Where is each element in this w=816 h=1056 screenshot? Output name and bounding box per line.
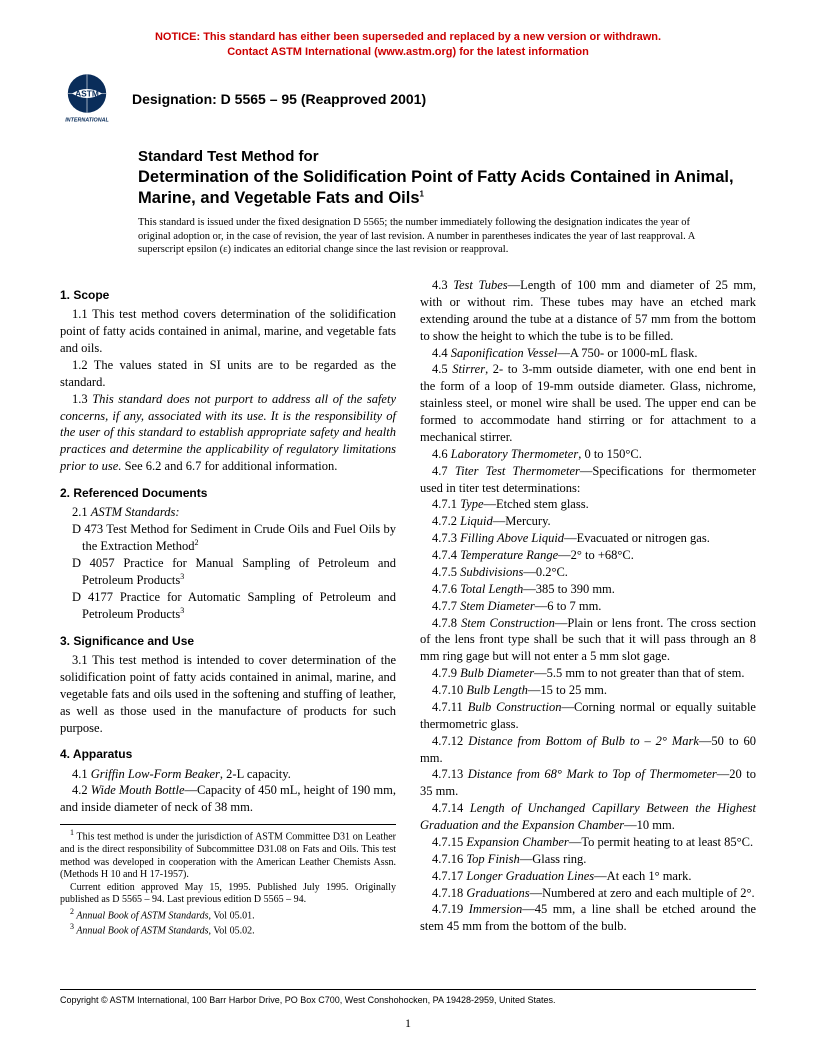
ref-d4177: D 4177 Practice for Automatic Sampling o…	[60, 589, 396, 623]
app-4-5: 4.5 Stirrer, 2- to 3-mm outside diameter…	[420, 361, 756, 445]
footnote-2: 2 Annual Book of ASTM Standards, Vol 05.…	[60, 907, 396, 923]
app-4-7-13: 4.7.13 Distance from 68° Mark to Top of …	[420, 766, 756, 800]
scope-head: 1. Scope	[60, 287, 396, 303]
app-4-7: 4.7 Titer Test Thermometer—Specification…	[420, 463, 756, 497]
copyright: Copyright © ASTM International, 100 Barr…	[60, 989, 756, 1006]
app-4-7-1: 4.7.1 Type—Etched stem glass.	[420, 496, 756, 513]
app-4-7-18: 4.7.18 Graduations—Numbered at zero and …	[420, 885, 756, 902]
app-4-7-9: 4.7.9 Bulb Diameter—5.5 mm to not greate…	[420, 665, 756, 682]
app-4-7-15: 4.7.15 Expansion Chamber—To permit heati…	[420, 834, 756, 851]
footnote-1b: Current edition approved May 15, 1995. P…	[60, 882, 396, 907]
issuance-note: This standard is issued under the fixed …	[138, 216, 716, 257]
sig-head: 3. Significance and Use	[60, 633, 396, 649]
app-4-7-7: 4.7.7 Stem Diameter—6 to 7 mm.	[420, 598, 756, 615]
footnote-1: 1 This test method is under the jurisdic…	[60, 828, 396, 881]
sig-p1: 3.1 This test method is intended to cove…	[60, 652, 396, 736]
app-4-7-12: 4.7.12 Distance from Bottom of Bulb to –…	[420, 733, 756, 767]
ref-d473: D 473 Test Method for Sediment in Crude …	[60, 521, 396, 555]
scope-p1: 1.1 This test method covers determinatio…	[60, 306, 396, 357]
page-number: 1	[0, 1015, 816, 1031]
app-4-7-2: 4.7.2 Liquid—Mercury.	[420, 513, 756, 530]
designation: Designation: D 5565 – 95 (Reapproved 200…	[132, 90, 426, 109]
astm-logo: ASTM INTERNATIONAL	[60, 72, 120, 127]
title-block: Standard Test Method for Determination o…	[138, 147, 756, 209]
app-4-7-11: 4.7.11 Bulb Construction—Corning normal …	[420, 699, 756, 733]
app-4-4: 4.4 Saponification Vessel—A 750- or 1000…	[420, 345, 756, 362]
svg-text:INTERNATIONAL: INTERNATIONAL	[65, 117, 109, 123]
title-main: Determination of the Solidification Poin…	[138, 167, 756, 208]
title-lead: Standard Test Method for	[138, 147, 756, 167]
ref-d4057: D 4057 Practice for Manual Sampling of P…	[60, 555, 396, 589]
app-4-7-14: 4.7.14 Length of Unchanged Capillary Bet…	[420, 800, 756, 834]
app-head: 4. Apparatus	[60, 746, 396, 762]
footnote-3: 3 Annual Book of ASTM Standards, Vol 05.…	[60, 922, 396, 938]
app-4-7-5: 4.7.5 Subdivisions—0.2°C.	[420, 564, 756, 581]
refs-head: 2. Referenced Documents	[60, 485, 396, 501]
app-4-6: 4.6 Laboratory Thermometer, 0 to 150°C.	[420, 446, 756, 463]
app-4-7-3: 4.7.3 Filling Above Liquid—Evacuated or …	[420, 530, 756, 547]
app-4-7-10: 4.7.10 Bulb Length—15 to 25 mm.	[420, 682, 756, 699]
svg-text:ASTM: ASTM	[75, 88, 99, 98]
refs-p1: 2.1 ASTM Standards:	[60, 504, 396, 521]
notice-line1: NOTICE: This standard has either been su…	[155, 31, 661, 43]
scope-p3: 1.3 This standard does not purport to ad…	[60, 391, 396, 475]
app-4-1: 4.1 Griffin Low-Form Beaker, 2-L capacit…	[60, 766, 396, 783]
app-4-2: 4.2 Wide Mouth Bottle—Capacity of 450 mL…	[60, 782, 396, 816]
app-4-7-16: 4.7.16 Top Finish—Glass ring.	[420, 851, 756, 868]
app-4-7-17: 4.7.17 Longer Graduation Lines—At each 1…	[420, 868, 756, 885]
scope-p2: 1.2 The values stated in SI units are to…	[60, 357, 396, 391]
notice-banner: NOTICE: This standard has either been su…	[60, 30, 756, 60]
app-4-7-4: 4.7.4 Temperature Range—2° to +68°C.	[420, 547, 756, 564]
app-4-7-19: 4.7.19 Immersion—45 mm, a line shall be …	[420, 901, 756, 935]
app-4-7-6: 4.7.6 Total Length—385 to 390 mm.	[420, 581, 756, 598]
footnotes-block: 1 This test method is under the jurisdic…	[60, 824, 396, 938]
header-row: ASTM INTERNATIONAL Designation: D 5565 –…	[60, 72, 756, 127]
app-4-7-8: 4.7.8 Stem Construction—Plain or lens fr…	[420, 615, 756, 666]
app-4-3: 4.3 Test Tubes—Length of 100 mm and diam…	[420, 277, 756, 345]
body-columns: 1. Scope 1.1 This test method covers det…	[60, 277, 756, 938]
notice-line2: Contact ASTM International (www.astm.org…	[227, 46, 589, 58]
